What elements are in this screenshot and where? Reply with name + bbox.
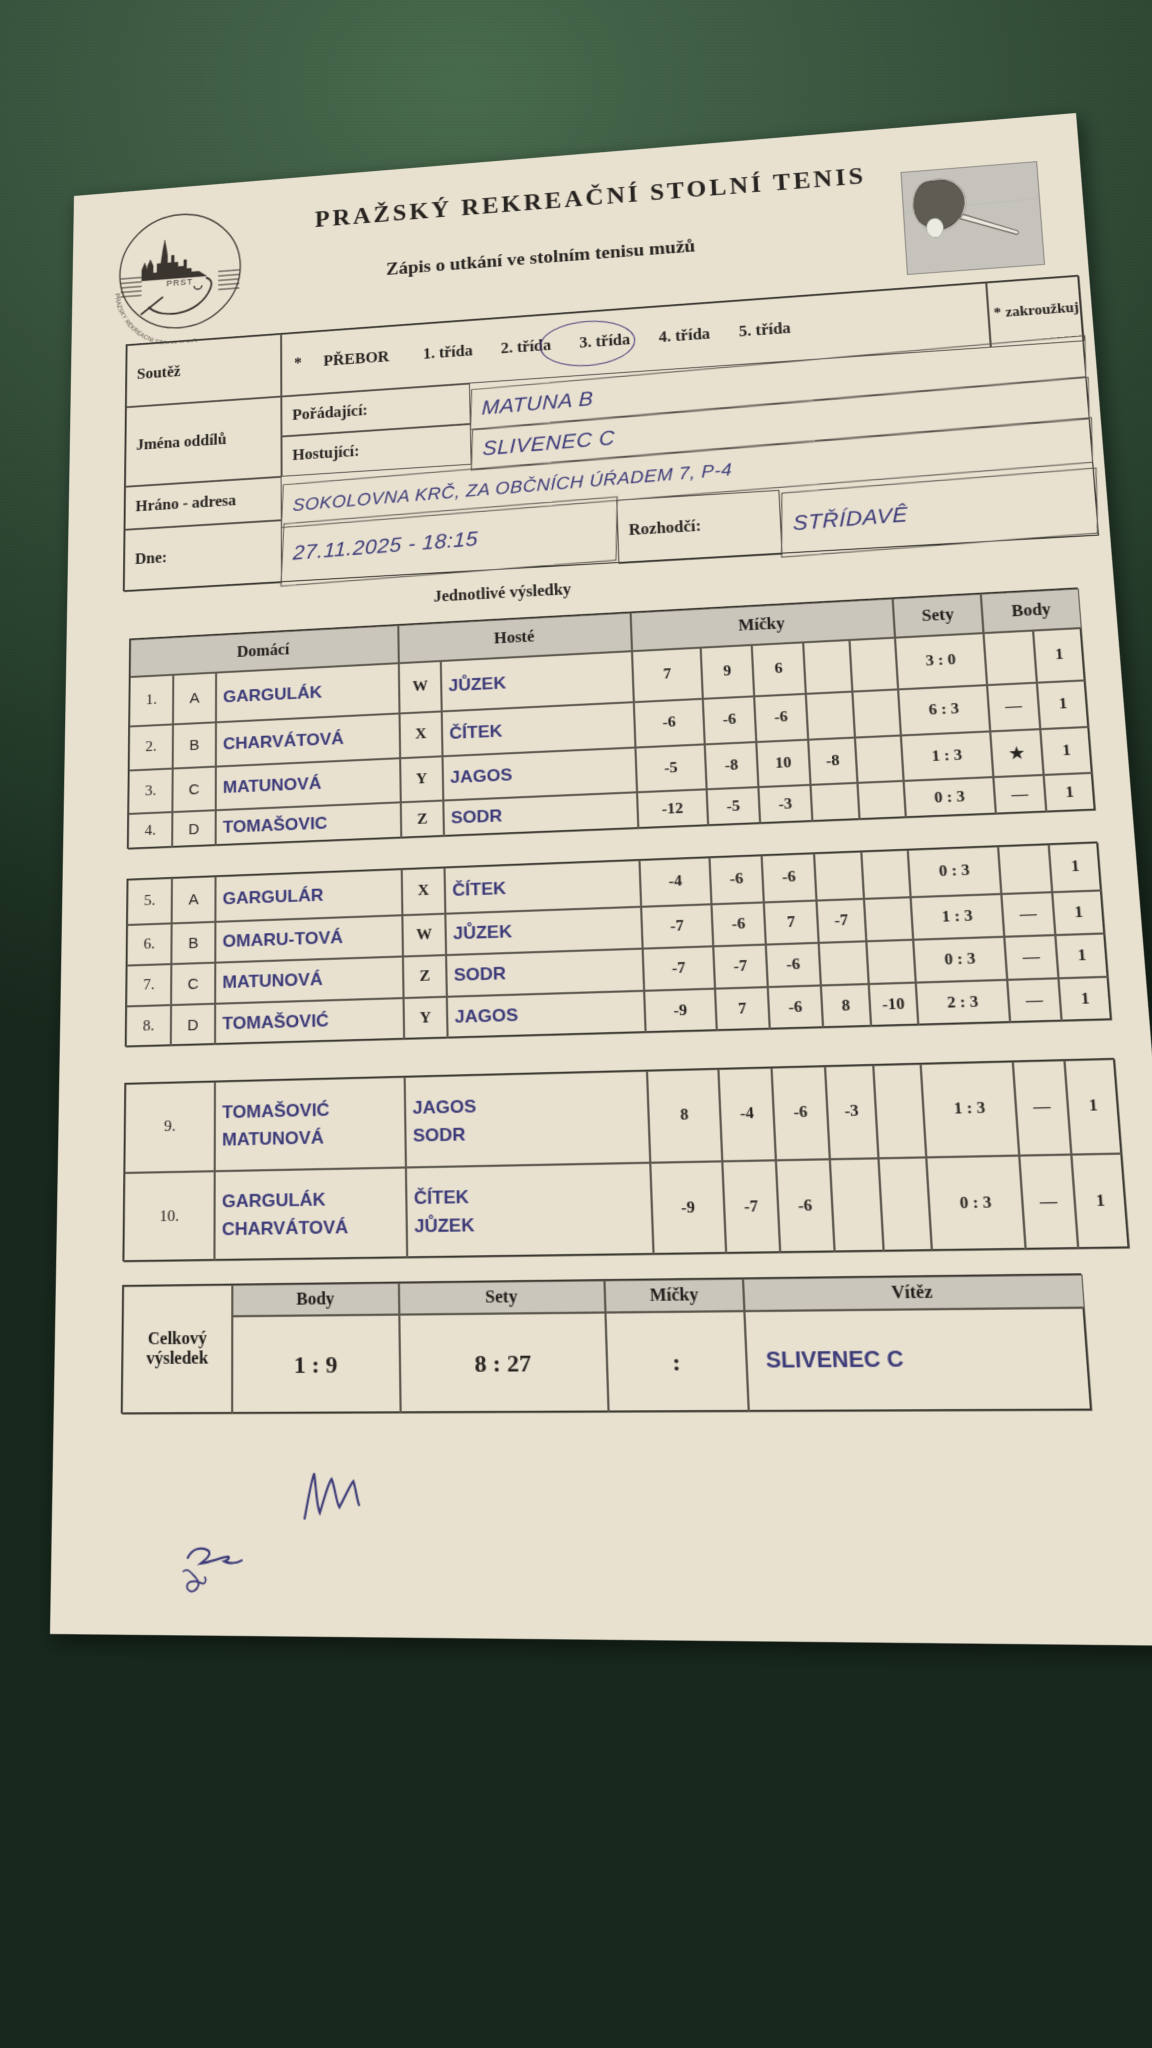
svg-text:PRST: PRST bbox=[166, 277, 193, 288]
